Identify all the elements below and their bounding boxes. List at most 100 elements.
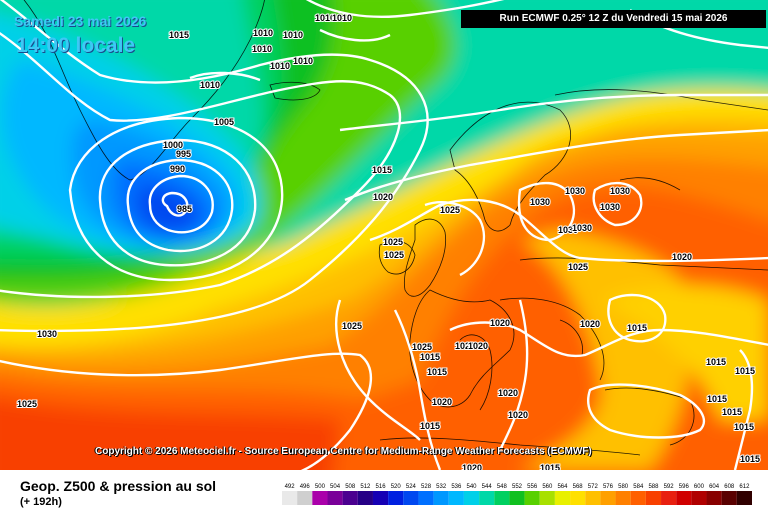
colorbar-label: 512 bbox=[360, 484, 371, 490]
isobar-label: 990 bbox=[170, 164, 185, 174]
colorbar-swatch bbox=[721, 491, 737, 505]
isobar-label: 1025 bbox=[383, 237, 403, 247]
colorbar-label: 508 bbox=[345, 484, 356, 490]
isobar-label: 1030 bbox=[558, 225, 578, 235]
colorbar-swatch bbox=[282, 491, 298, 505]
colorbar-label: 600 bbox=[694, 484, 705, 490]
colorbar-label: 608 bbox=[724, 484, 735, 490]
colorbar-label: 552 bbox=[512, 484, 523, 490]
colorbar-label: 580 bbox=[618, 484, 629, 490]
isobar-label: 1025 bbox=[384, 250, 404, 260]
colorbar-swatch bbox=[433, 491, 449, 505]
isobar-label: 1000 bbox=[163, 140, 183, 150]
colorbar-swatch bbox=[539, 491, 555, 505]
colorbar-label: 556 bbox=[527, 484, 538, 490]
colorbar-swatch bbox=[372, 491, 389, 505]
colorbar-swatch bbox=[418, 491, 434, 505]
isobar-label: 1015 bbox=[420, 352, 440, 362]
colorbar-swatch bbox=[630, 491, 646, 505]
isobar-label: 1030 bbox=[37, 329, 57, 339]
colorbar-swatch bbox=[570, 491, 586, 505]
colorbar-swatch bbox=[357, 491, 373, 505]
isobar-label: 1010 bbox=[200, 80, 220, 90]
colorbar-label: 568 bbox=[573, 484, 584, 490]
isobar-label: 1020 bbox=[490, 318, 510, 328]
isobar-label: 1015 bbox=[706, 357, 726, 367]
isobar-label: 1015 bbox=[707, 394, 727, 404]
colorbar-swatch bbox=[509, 491, 525, 505]
isobar-label: 1015 bbox=[540, 463, 560, 470]
colorbar-swatch bbox=[615, 491, 631, 505]
colorbar-label: 576 bbox=[603, 484, 614, 490]
colorbar-swatch bbox=[691, 491, 707, 505]
isobar-label: 1025 bbox=[412, 342, 432, 352]
colorbar-swatch bbox=[524, 491, 540, 505]
isobar-label: 1010 bbox=[315, 13, 335, 23]
product-title: Geop. Z500 & pression au sol bbox=[20, 478, 217, 494]
colorbar-swatch bbox=[479, 491, 495, 505]
isobar-label: 1020 bbox=[373, 192, 393, 202]
isobar-label: 1015 bbox=[627, 323, 647, 333]
isobar-label: 1030 bbox=[565, 186, 585, 196]
isobar-label: 1020 bbox=[462, 463, 482, 470]
isobar-label: 1015 bbox=[722, 407, 742, 417]
colorbar-label: 560 bbox=[542, 484, 553, 490]
colorbar-swatch bbox=[676, 491, 692, 505]
isobar-label: 1030 bbox=[572, 223, 592, 233]
isobar-label: 1030 bbox=[600, 202, 620, 212]
forecast-date: Samedi 23 mai 2026 bbox=[14, 13, 147, 29]
isobar-label: 1025 bbox=[568, 262, 588, 272]
colorbar-label: 564 bbox=[557, 484, 568, 490]
colorbar-label: 540 bbox=[467, 484, 478, 490]
colorbar-swatch bbox=[706, 491, 722, 505]
colorbar-label: 492 bbox=[285, 484, 296, 490]
colorbar-swatch bbox=[585, 491, 601, 505]
isobar-label: 1015 bbox=[169, 30, 189, 40]
colorbar-swatch bbox=[448, 491, 464, 505]
isobar-label: 1015 bbox=[734, 422, 754, 432]
isobar-label: 1015 bbox=[427, 367, 447, 377]
colorbar-label: 588 bbox=[648, 484, 659, 490]
isobar-label: 1030 bbox=[530, 197, 550, 207]
isobar-label: 1020 bbox=[672, 252, 692, 262]
isobar-label: 1010 bbox=[293, 56, 313, 66]
colorbar-label: 612 bbox=[739, 484, 750, 490]
isobar-label: 1020 bbox=[580, 319, 600, 329]
isobar-label: 1010 bbox=[283, 30, 303, 40]
model-run-info: Run ECMWF 0.25° 12 Z du Vendredi 15 mai … bbox=[461, 10, 766, 28]
colorbar-swatch bbox=[312, 491, 328, 505]
isobar-label: 1015 bbox=[735, 366, 755, 376]
isobar-label: 1025 bbox=[342, 321, 362, 331]
colorbar-label: 548 bbox=[497, 484, 508, 490]
colorbar-swatch bbox=[494, 491, 510, 505]
colorbar-label: 532 bbox=[436, 484, 447, 490]
colorbar-swatch bbox=[554, 491, 571, 505]
isobar-label: 1020 bbox=[432, 397, 452, 407]
isobars bbox=[0, 0, 768, 470]
isobar-label: 1010 bbox=[332, 13, 352, 23]
colorbar-swatch bbox=[342, 491, 358, 505]
colorbar-swatch bbox=[600, 491, 616, 505]
isobar-label: 995 bbox=[176, 149, 191, 159]
colorbar-label: 544 bbox=[482, 484, 493, 490]
colorbar-swatch bbox=[736, 491, 752, 505]
colorbar-label: 536 bbox=[451, 484, 462, 490]
isobar-label: 1025 bbox=[440, 205, 460, 215]
colorbar-label: 516 bbox=[376, 484, 387, 490]
colorbar-swatch bbox=[388, 491, 404, 505]
colorbar-label: 528 bbox=[421, 484, 432, 490]
colorbar-swatch bbox=[463, 491, 480, 505]
colorbar-label: 592 bbox=[664, 484, 675, 490]
colorbar-swatch bbox=[327, 491, 343, 505]
colorbar-label: 572 bbox=[588, 484, 599, 490]
isobar-label: 1020 bbox=[468, 341, 488, 351]
colorbar-swatch bbox=[403, 491, 419, 505]
colorbar-swatch bbox=[661, 491, 677, 505]
isobar-label: 1015 bbox=[740, 454, 760, 464]
forecast-local-time: 14:00 locale bbox=[16, 34, 136, 57]
isobar-label: 1010 bbox=[252, 44, 272, 54]
isobar-label: 1010 bbox=[270, 61, 290, 71]
